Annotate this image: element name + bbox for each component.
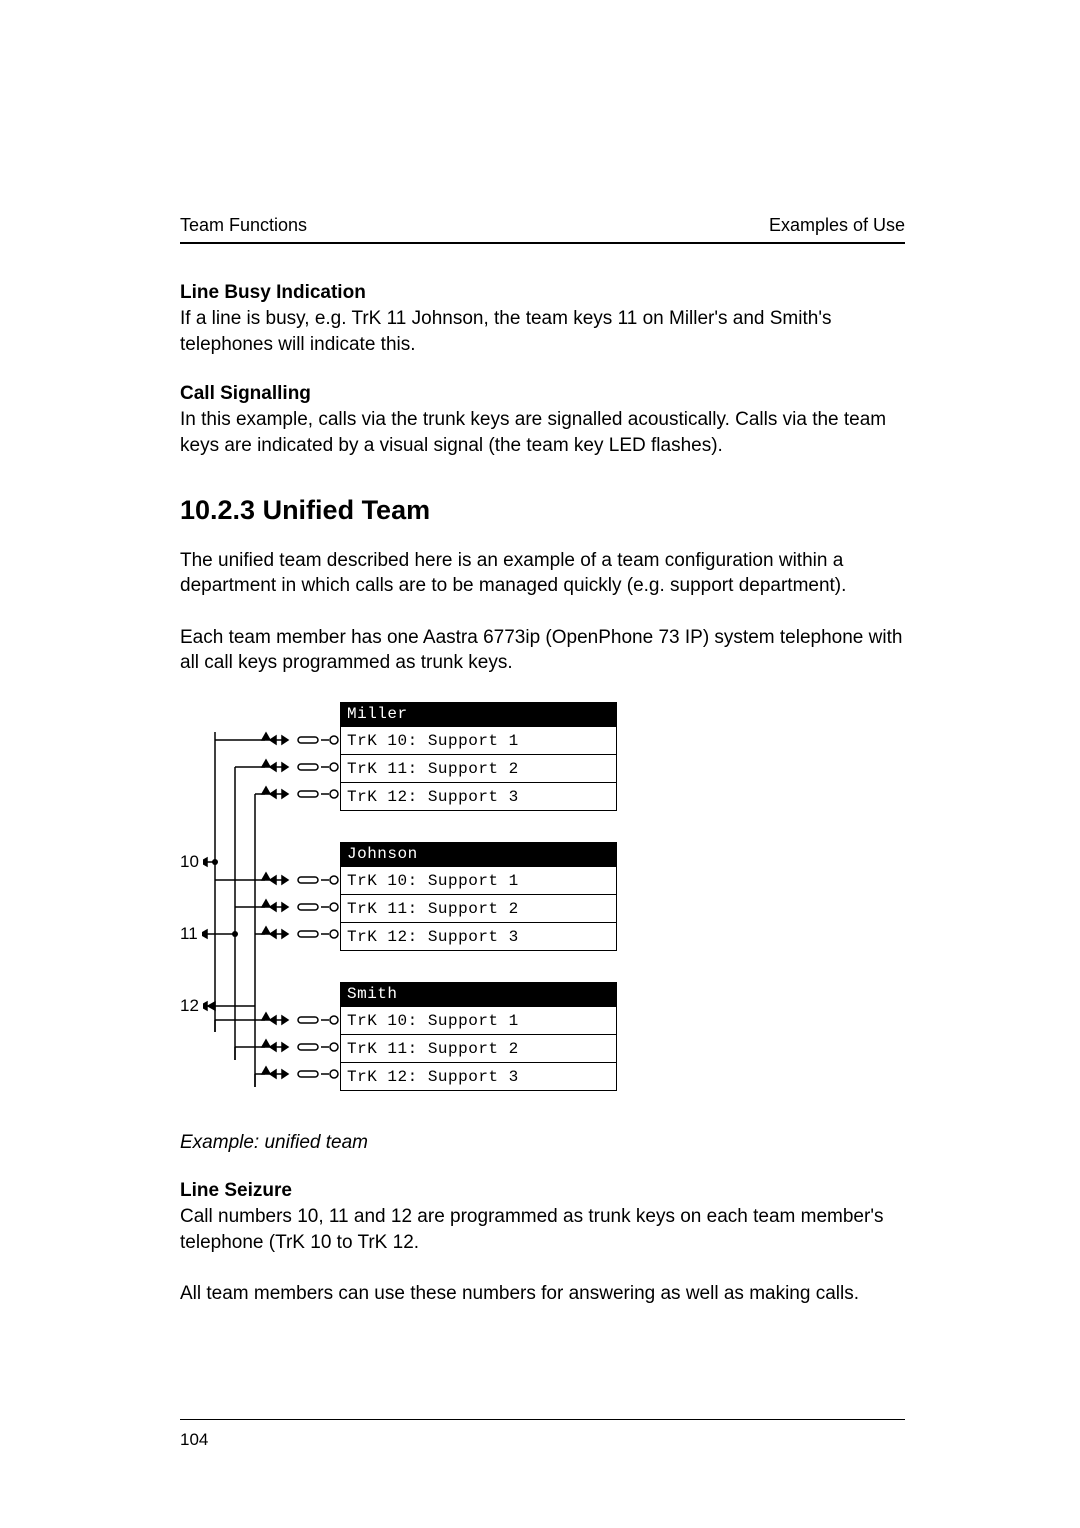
page: Team Functions Examples of Use Line Busy… [0,0,1080,1528]
heading-unified-team: 10.2.3 Unified Team [180,495,905,526]
section-title-line-busy: Line Busy Indication [180,282,905,304]
page-number: 104 [180,1430,208,1450]
unified-team-p1: The unified team described here is an ex… [180,548,905,599]
section-title-call-signalling: Call Signalling [180,383,905,405]
running-header: Team Functions Examples of Use [180,215,905,244]
header-left: Team Functions [180,215,307,236]
header-right: Examples of Use [769,215,905,236]
unified-team-p2: Each team member has one Aastra 6773ip (… [180,625,905,676]
section-title-line-seizure: Line Seizure [180,1180,905,1202]
line-seizure-p2: All team members can use these numbers f… [180,1281,905,1307]
line-seizure-p1: Call numbers 10, 11 and 12 are programme… [180,1204,905,1255]
footer-rule [180,1419,905,1420]
section-text-call-signalling: In this example, calls via the trunk key… [180,407,905,458]
unified-team-diagram: 10 11 12 Miller TrK 10: Support 1 TrK 11… [180,702,740,1122]
section-text-line-busy: If a line is busy, e.g. TrK 11 Johnson, … [180,306,905,357]
diagram-leads [180,702,740,1122]
figure-caption: Example: unified team [180,1132,905,1154]
